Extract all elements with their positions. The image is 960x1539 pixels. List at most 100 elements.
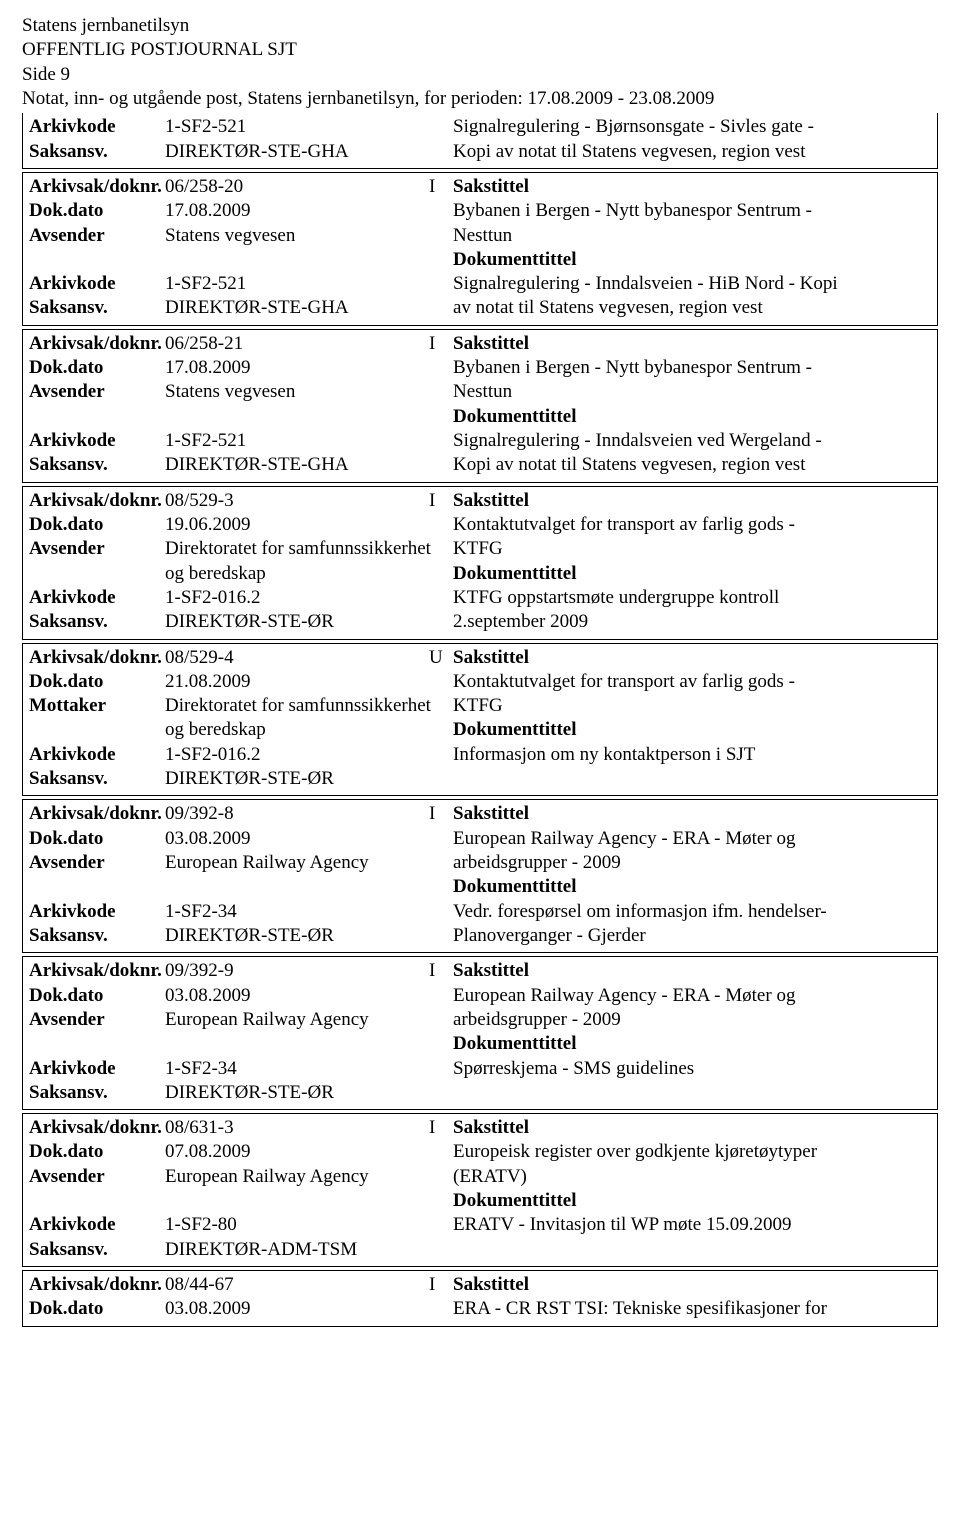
doc-title-line: ERATV - Invitasjon til WP møte 15.09.200… [453, 1213, 931, 1237]
io-direction: I [429, 489, 453, 513]
journal-record: Arkivsak/doknr.09/392-9ISakstittelDok.da… [22, 956, 938, 1110]
io-direction: I [429, 959, 453, 983]
label-saksansv: Saksansv. [29, 924, 165, 948]
label-dokumenttittel: Dokumenttittel [453, 875, 931, 899]
case-title-line: Kontaktutvalget for transport av farlig … [453, 513, 931, 537]
journal-record: Arkivsak/doknr.08/529-4USakstittelDok.da… [22, 643, 938, 797]
value-arkivsak: 09/392-8 [165, 802, 429, 826]
case-title-line: KTFG [453, 537, 931, 561]
value-saksansv: DIREKTØR-STE-ØR [165, 1082, 334, 1103]
value-saksansv: DIREKTØR-ADM-TSM [165, 1239, 357, 1260]
case-title-line: European Railway Agency - ERA - Møter og [453, 984, 931, 1008]
case-title-line: Nesttun [453, 224, 931, 248]
doc-title-line: Signalregulering - Inndalsveien - HiB No… [453, 272, 931, 296]
label-party: Mottaker [29, 694, 165, 718]
case-title-line: ERA - CR RST TSI: Tekniske spesifikasjon… [453, 1297, 931, 1321]
label-party: Avsender [29, 1165, 165, 1189]
label-saksansv: Saksansv. [29, 767, 165, 791]
label-sakstittel: Sakstittel [453, 1116, 931, 1140]
value-party: European Railway Agency [165, 852, 369, 873]
case-title-line: KTFG [453, 694, 931, 718]
value-saksansv: DIREKTØR-STE-GHA [165, 454, 349, 475]
doc-title-line: Spørreskjema - SMS guidelines [453, 1057, 931, 1081]
label-party: Avsender [29, 537, 165, 561]
value-arkivsak: 08/44-67 [165, 1273, 429, 1297]
label-saksansv: Saksansv. [29, 296, 165, 320]
value-arkivsak: 06/258-21 [165, 332, 429, 356]
journal-record: Arkivsak/doknr.08/529-3ISakstittelDok.da… [22, 486, 938, 640]
doc-title-line: 2.september 2009 [453, 610, 931, 634]
label-arkivsak: Arkivsak/doknr. [29, 175, 165, 199]
label-sakstittel: Sakstittel [453, 1273, 931, 1297]
value-dokdato: 19.06.2009 [165, 514, 251, 535]
io-direction: I [429, 1273, 453, 1297]
doc-title-line: av notat til Statens vegvesen, region ve… [453, 296, 931, 320]
case-title-line: Bybanen i Bergen - Nytt bybanespor Sentr… [453, 356, 931, 380]
case-title-line: Nesttun [453, 380, 931, 404]
case-title-line: arbeidsgrupper - 2009 [453, 1008, 931, 1032]
doc-title-line: Informasjon om ny kontaktperson i SJT [453, 743, 931, 767]
journal-record: Arkivsak/doknr.08/44-67ISakstittelDok.da… [22, 1270, 938, 1327]
io-direction: I [429, 802, 453, 826]
doc-title-line: Kopi av notat til Statens vegvesen, regi… [453, 453, 931, 477]
label-sakstittel: Sakstittel [453, 489, 931, 513]
page-header: Statens jernbanetilsyn OFFENTLIG POSTJOU… [22, 14, 938, 111]
label-arkivsak: Arkivsak/doknr. [29, 646, 165, 670]
record-continuation: Arkivkode 1-SF2-521 Signalregulering - B… [22, 113, 938, 169]
value-party: European Railway Agency [165, 1009, 369, 1030]
value-arkivkode: 1-SF2-016.2 [165, 587, 261, 608]
io-direction: U [429, 646, 453, 670]
label-dokdato: Dok.dato [29, 1297, 165, 1321]
value-saksansv: DIREKTØR-STE-GHA [165, 141, 349, 162]
value-arkivsak: 06/258-20 [165, 175, 429, 199]
label-dokumenttittel: Dokumenttittel [453, 405, 931, 429]
label-arkivsak: Arkivsak/doknr. [29, 489, 165, 513]
value-arkivkode: 1-SF2-521 [165, 116, 246, 137]
doc-title-line: Kopi av notat til Statens vegvesen, regi… [453, 140, 931, 164]
label-dokumenttittel: Dokumenttittel [453, 1032, 931, 1056]
journal-record: Arkivsak/doknr.06/258-21ISakstittelDok.d… [22, 329, 938, 483]
label-dokdato: Dok.dato [29, 984, 165, 1008]
value-arkivkode: 1-SF2-34 [165, 901, 237, 922]
period-line: Notat, inn- og utgående post, Statens je… [22, 87, 938, 111]
value-saksansv: DIREKTØR-STE-GHA [165, 297, 349, 318]
page-number: Side 9 [22, 63, 938, 87]
value-party: European Railway Agency [165, 1166, 369, 1187]
journal-record: Arkivsak/doknr.09/392-8ISakstittelDok.da… [22, 799, 938, 953]
label-dokdato: Dok.dato [29, 827, 165, 851]
doc-title-line: Planoverganger - Gjerder [453, 924, 931, 948]
label-dokumenttittel: Dokumenttittel [453, 718, 931, 742]
label-saksansv: Saksansv. [29, 610, 165, 634]
label-party: Avsender [29, 224, 165, 248]
label-sakstittel: Sakstittel [453, 175, 931, 199]
value-dokdato: 17.08.2009 [165, 200, 251, 221]
label-saksansv: Saksansv. [29, 140, 165, 164]
case-title-line: European Railway Agency - ERA - Møter og [453, 827, 931, 851]
value-arkivsak: 08/631-3 [165, 1116, 429, 1140]
value-dokdato: 03.08.2009 [165, 828, 251, 849]
label-arkivkode: Arkivkode [29, 743, 165, 767]
io-direction: I [429, 332, 453, 356]
label-arkivkode: Arkivkode [29, 1057, 165, 1081]
journal-title: OFFENTLIG POSTJOURNAL SJT [22, 38, 938, 62]
label-dokumenttittel: Dokumenttittel [453, 248, 931, 272]
value-dokdato: 07.08.2009 [165, 1141, 251, 1162]
value-arkivsak: 08/529-4 [165, 646, 429, 670]
label-arkivsak: Arkivsak/doknr. [29, 332, 165, 356]
value-arkivkode: 1-SF2-016.2 [165, 744, 261, 765]
label-saksansv: Saksansv. [29, 453, 165, 477]
label-arkivkode: Arkivkode [29, 1213, 165, 1237]
label-saksansv: Saksansv. [29, 1081, 165, 1105]
value-party-line2: og beredskap [165, 563, 266, 584]
label-saksansv: Saksansv. [29, 1238, 165, 1262]
value-dokdato: 21.08.2009 [165, 671, 251, 692]
value-party: Direktoratet for samfunnssikkerhet [165, 695, 431, 716]
label-dokdato: Dok.dato [29, 670, 165, 694]
label-party: Avsender [29, 851, 165, 875]
value-dokdato: 03.08.2009 [165, 1298, 251, 1319]
doc-title-line: KTFG oppstartsmøte undergruppe kontroll [453, 586, 931, 610]
value-party: Statens vegvesen [165, 381, 295, 402]
value-arkivkode: 1-SF2-521 [165, 430, 246, 451]
label-dokumenttittel: Dokumenttittel [453, 562, 931, 586]
org-name: Statens jernbanetilsyn [22, 14, 938, 38]
